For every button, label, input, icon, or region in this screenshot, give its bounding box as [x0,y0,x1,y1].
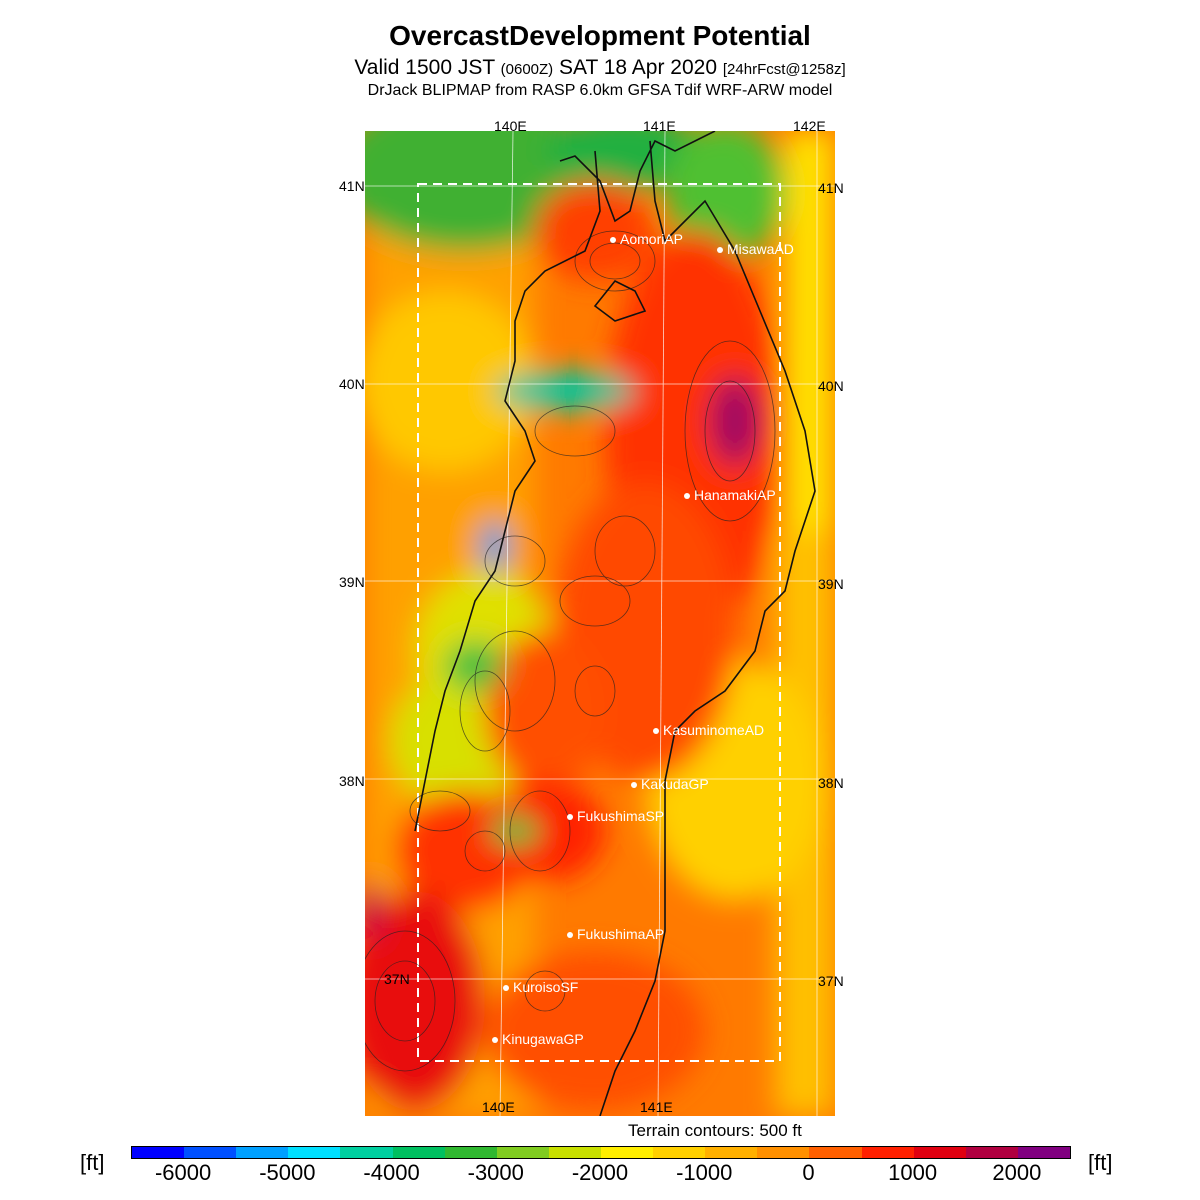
lat-label-39n-right: 39N [818,576,844,592]
legend-swatch [600,1147,654,1158]
place-dot-icon [684,493,690,500]
place-label: AomoriAP [620,231,684,247]
place-label: FukushimaAP [577,926,665,942]
place-label: FukushimaSP [577,808,665,824]
lat-label-38n-right: 38N [818,775,844,791]
graticule [365,131,835,1116]
legend-swatch [340,1147,393,1158]
legend-tick-label: -2000 [571,1160,629,1185]
place-dot-icon [503,985,509,992]
legend-tick-label: -5000 [259,1160,316,1185]
place-dot-icon [717,247,723,254]
legend-unit-right: [ft] [1088,1150,1113,1175]
place-label: HanamakiAP [694,487,776,503]
lon-label-141e-top: 141E [643,118,676,134]
place-dot-icon [567,814,573,821]
legend-tick-label: 1000 [888,1160,938,1185]
zulu-time: (0600Z) [500,61,554,78]
legend-swatch [861,1147,914,1158]
place-marker: HanamakiAP [684,487,776,503]
place-dot-icon [492,1037,498,1044]
place-marker: KuroisoSF [503,979,578,995]
place-label: MisawaAD [727,241,794,257]
inner-domain-box [417,183,781,1062]
place-dot-icon [653,728,659,735]
legend-swatch [965,1147,1018,1158]
legend-swatch [757,1147,810,1158]
forecast-info: [24hrFcst@1258z] [722,61,846,78]
legend-tick-label: -6000 [154,1160,212,1185]
place-marker: KinugawaGP [492,1031,584,1047]
terrain-contour-note: Terrain contours: 500 ft [628,1121,802,1140]
legend-swatch [1017,1147,1070,1158]
lat-label-37n-left: 37N [384,971,410,987]
forecast-map [365,131,835,1116]
legend-swatch [444,1147,497,1158]
color-legend [131,1146,1071,1159]
lat-label-38n-left: 38N [339,773,365,789]
place-dot-icon [610,237,616,244]
lon-label-140e-bottom: 140E [482,1099,515,1115]
legend-tick-label: -1000 [676,1160,733,1185]
legend-swatch [132,1147,185,1158]
place-label: KasuminomeAD [663,722,765,738]
legend-tick-label: 0 [802,1160,815,1185]
place-label: KuroisoSF [513,979,579,995]
legend-unit-left: [ft] [80,1150,105,1175]
lat-label-41n-right: 41N [818,180,844,196]
model-description: DrJack BLIPMAP from RASP 6.0km GFSA Tdif… [367,82,833,99]
lon-label-142e-top: 142E [793,118,826,134]
legend-swatch [392,1147,445,1158]
map-subtitle: Valid 1500 JST (0600Z) SAT 18 Apr 2020 [… [0,56,1200,80]
lat-label-40n-right: 40N [818,378,844,394]
lat-label-40n-left: 40N [339,376,365,392]
place-marker: KasuminomeAD [653,722,764,738]
lat-label-41n-left: 41N [339,178,365,194]
legend-swatch [705,1147,758,1158]
legend-swatch [548,1147,601,1158]
legend-swatch [653,1147,706,1158]
valid-date: SAT 18 Apr 2020 [559,56,718,79]
place-marker: FukushimaAP [567,926,664,942]
legend-swatch [809,1147,862,1158]
legend-swatch [236,1147,289,1158]
legend-swatch [288,1147,341,1158]
lat-label-37n-right: 37N [818,973,844,989]
terrain-contours [365,230,776,1072]
coastline [414,131,816,1116]
place-dot-icon [631,782,637,789]
map-title: OvercastDevelopment Potential [389,20,811,51]
place-marker: MisawaAD [717,241,794,257]
place-marker: AomoriAP [610,231,683,247]
legend-tick-label: -3000 [467,1160,524,1185]
lon-label-140e-top: 140E [494,118,527,134]
lat-label-39n-left: 39N [339,574,365,590]
place-label: KinugawaGP [502,1031,584,1047]
place-marker: KakudaGP [631,776,709,792]
legend-swatch [496,1147,549,1158]
place-label: KakudaGP [641,776,709,792]
legend-tick-label: -4000 [363,1160,420,1185]
place-marker: FukushimaSP [567,808,664,824]
legend-swatch [184,1147,237,1158]
legend-tick-label: 2000 [992,1160,1042,1185]
place-dot-icon [567,932,573,939]
lon-label-141e-bottom: 141E [640,1099,673,1115]
valid-time: Valid 1500 JST [354,56,495,79]
legend-swatch [913,1147,966,1158]
